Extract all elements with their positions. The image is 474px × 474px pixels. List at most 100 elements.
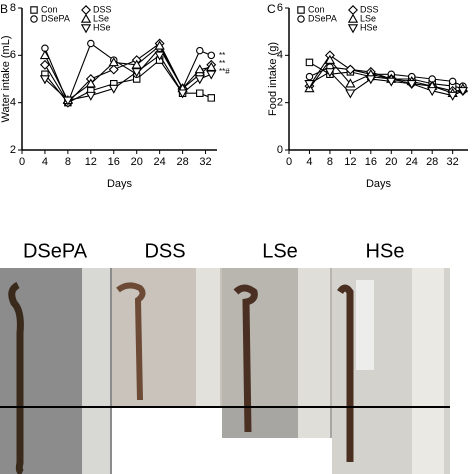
- point: [39, 59, 50, 70]
- photo-label: LSe: [262, 240, 298, 262]
- x-tick-label: 16: [108, 156, 120, 168]
- point: [206, 61, 217, 71]
- y-tick-label: 0: [277, 144, 283, 156]
- x-tick-label: 12: [344, 156, 356, 168]
- point: [154, 51, 165, 61]
- legend-label: Con: [308, 4, 325, 14]
- legend-marker: [348, 5, 358, 15]
- point: [448, 77, 457, 86]
- x-tick-label: 12: [85, 156, 97, 168]
- point: [305, 72, 314, 81]
- panel-label: C: [267, 2, 276, 16]
- ruler: [196, 268, 220, 408]
- legend-marker: [30, 15, 38, 23]
- point: [305, 58, 314, 67]
- legend-label: LSe: [360, 13, 376, 23]
- point: [457, 87, 469, 97]
- colon: [116, 282, 146, 401]
- x-tick-label: 8: [327, 156, 333, 168]
- point: [108, 57, 119, 67]
- point: [345, 64, 356, 75]
- colon: [8, 281, 24, 474]
- ruler: [412, 268, 444, 474]
- point: [62, 96, 74, 106]
- legend-label: LSe: [93, 13, 109, 23]
- photo: [356, 280, 374, 370]
- photo-label: HSe: [366, 240, 405, 262]
- point: [345, 89, 356, 99]
- annotation: **: [219, 51, 225, 60]
- annotation: **: [219, 59, 225, 68]
- legend-label: HSe: [93, 22, 111, 32]
- y-tick-label: 4: [277, 49, 283, 61]
- point: [108, 64, 119, 75]
- legend-marker: [80, 24, 92, 34]
- point: [447, 91, 458, 101]
- x-axis-label: Days: [366, 178, 392, 190]
- point: [41, 44, 49, 52]
- legend-label: DSS: [360, 4, 379, 14]
- legend-label: DSS: [93, 4, 112, 14]
- x-tick-label: 8: [65, 156, 71, 168]
- point: [131, 68, 142, 78]
- legend-marker: [81, 5, 91, 15]
- x-tick-label: 0: [19, 156, 25, 168]
- legend-marker: [30, 6, 38, 14]
- legend-marker: [297, 6, 305, 14]
- ruler: [82, 268, 110, 474]
- point: [324, 54, 336, 64]
- legend-marker: [347, 24, 359, 34]
- legend-marker: [297, 15, 305, 23]
- legend-label: HSe: [360, 22, 378, 32]
- y-tick-label: 6: [277, 2, 283, 14]
- panel-label: B: [0, 2, 8, 16]
- x-tick-label: 32: [199, 156, 211, 168]
- x-tick-label: 28: [426, 156, 438, 168]
- legend-label: Con: [41, 4, 58, 14]
- point: [85, 91, 96, 101]
- annotation: **#: [219, 67, 230, 76]
- photo-label: DSePA: [23, 240, 88, 262]
- x-tick-label: 24: [406, 156, 418, 168]
- point: [39, 50, 51, 60]
- point: [154, 40, 165, 50]
- legend-marker: [80, 13, 92, 23]
- point: [108, 84, 119, 94]
- photo-label: DSS: [144, 240, 185, 262]
- x-tick-label: 20: [385, 156, 397, 168]
- point: [207, 51, 216, 60]
- x-tick-label: 0: [286, 156, 292, 168]
- x-tick-label: 20: [131, 156, 143, 168]
- y-tick-label: 4: [10, 97, 16, 109]
- x-tick-label: 32: [447, 156, 459, 168]
- legend-marker: [347, 13, 359, 23]
- y-tick-label: 2: [277, 97, 283, 109]
- point: [345, 78, 356, 88]
- x-tick-label: 16: [365, 156, 377, 168]
- x-axis-label: Days: [107, 178, 133, 190]
- y-tick-label: 6: [10, 49, 16, 61]
- point: [386, 77, 397, 87]
- x-tick-label: 28: [176, 156, 188, 168]
- y-axis-label: Food intake (g): [267, 42, 279, 116]
- point: [39, 75, 51, 85]
- legend-label: DSePA: [41, 13, 70, 23]
- colon: [337, 284, 354, 462]
- point: [304, 79, 315, 90]
- point: [87, 39, 95, 48]
- photo-strip: [0, 268, 450, 474]
- point: [324, 68, 336, 78]
- legend-label: DSePA: [308, 13, 337, 23]
- point: [196, 46, 204, 55]
- point: [196, 89, 204, 97]
- x-tick-label: 4: [306, 156, 312, 168]
- point: [406, 79, 417, 90]
- y-tick-label: 8: [10, 2, 16, 14]
- point: [131, 59, 142, 69]
- point: [207, 94, 216, 102]
- point: [427, 87, 438, 97]
- ruler: [298, 268, 330, 438]
- point: [428, 75, 436, 83]
- point: [365, 75, 376, 85]
